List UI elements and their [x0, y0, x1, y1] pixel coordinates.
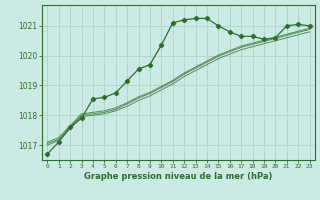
X-axis label: Graphe pression niveau de la mer (hPa): Graphe pression niveau de la mer (hPa)	[84, 172, 273, 181]
